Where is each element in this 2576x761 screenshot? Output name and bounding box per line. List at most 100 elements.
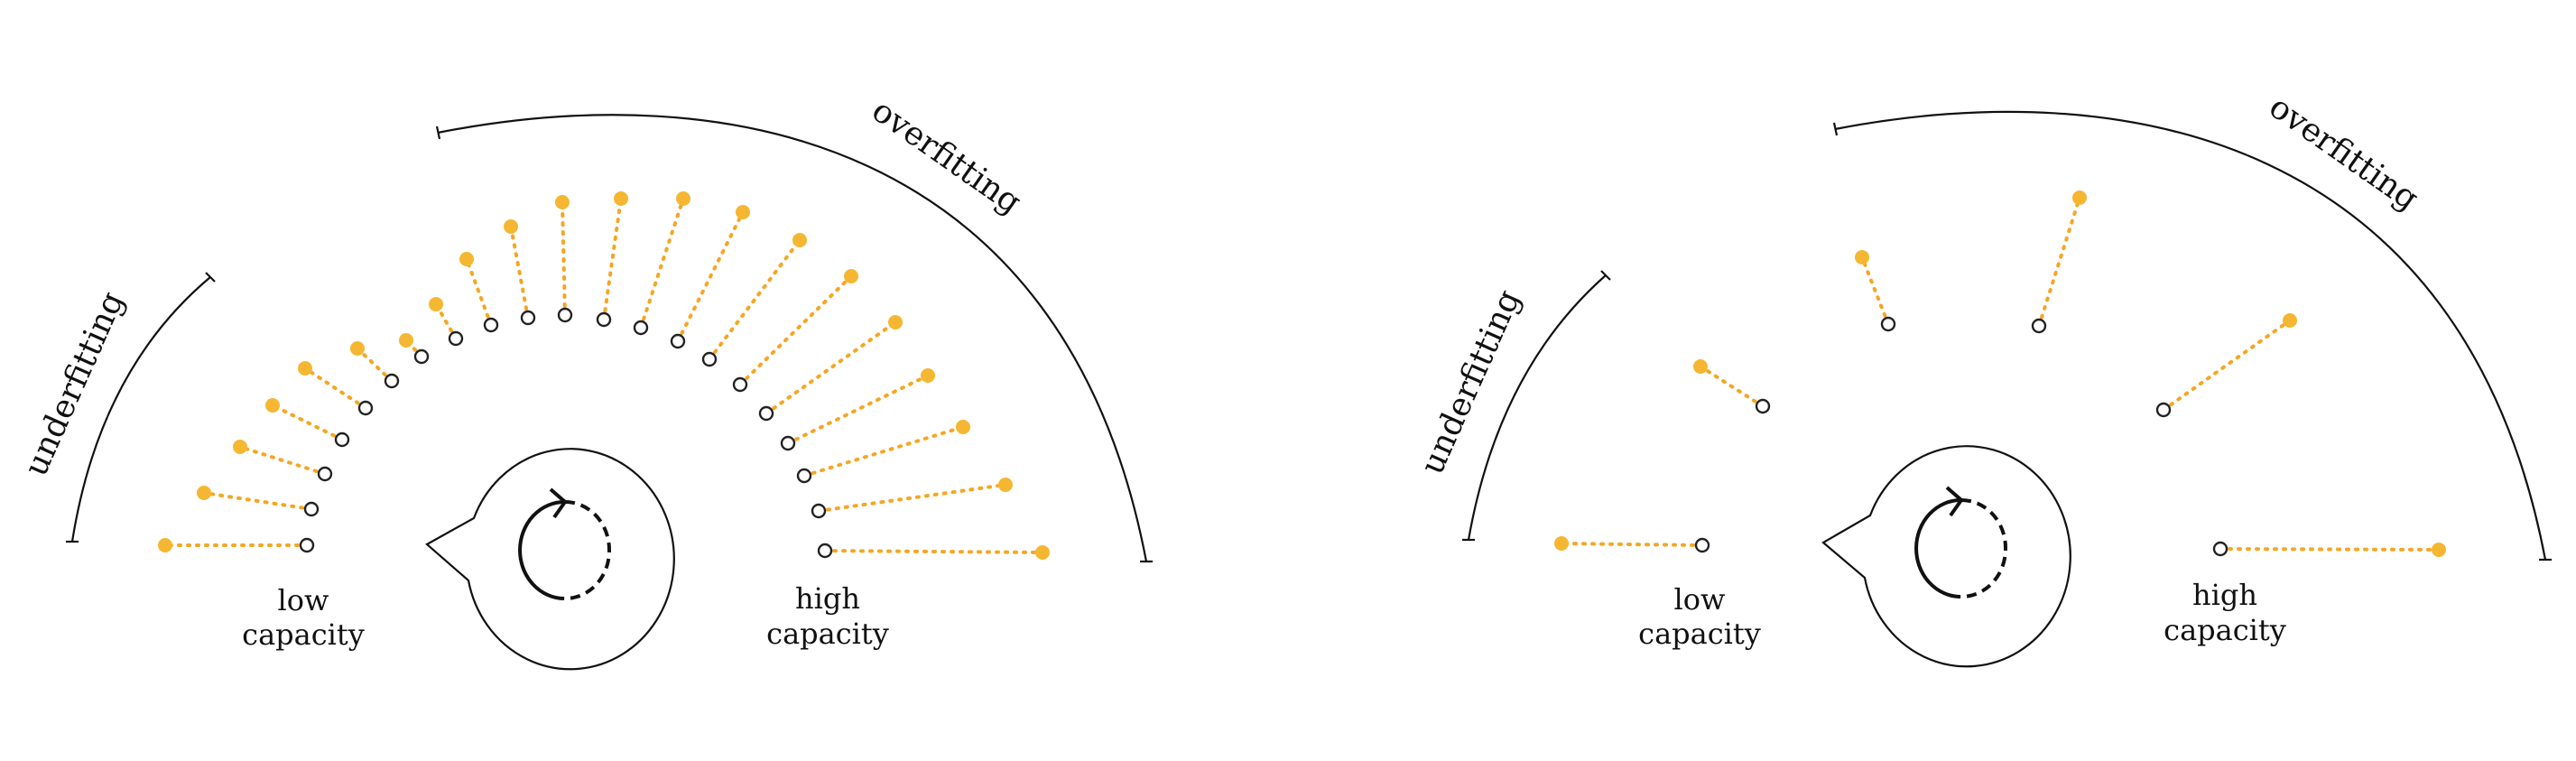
left-model-19-connector xyxy=(802,425,965,478)
left-model-18-connector xyxy=(786,374,930,445)
left-model-20-prediction-dot xyxy=(998,478,1013,492)
left-model-16-connector xyxy=(738,274,853,386)
left-model-19 xyxy=(796,420,970,484)
left-model-11-target-circle xyxy=(557,307,573,323)
left-low-capacity-label-line1: low xyxy=(278,583,329,617)
left-model-7-target-circle xyxy=(413,348,430,365)
left-model-18-target-circle xyxy=(780,435,796,451)
left-high-capacity-label-line2: capacity xyxy=(766,617,889,651)
left-underfitting-arc xyxy=(70,276,211,543)
right-model-6 xyxy=(2212,541,2446,557)
left-model-5 xyxy=(298,361,374,416)
left-model-15-connector xyxy=(708,238,802,361)
left-model-2-connector xyxy=(202,491,313,511)
right-overfitting-arc xyxy=(1834,110,2547,561)
right-model-5-target-circle xyxy=(2155,402,2172,418)
left-model-3-prediction-dot xyxy=(233,440,247,454)
left-model-14-target-circle xyxy=(670,333,686,349)
left-model-9-prediction-dot xyxy=(459,252,474,266)
left-model-12-target-circle xyxy=(596,311,612,328)
left-model-20-connector xyxy=(817,483,1007,513)
right-overfitting-label: overfitting xyxy=(2263,88,2425,218)
left-model-12 xyxy=(596,191,628,328)
left-model-9-target-circle xyxy=(483,317,499,333)
left-model-3-target-circle xyxy=(317,466,333,482)
left-underfitting-label: underfitting xyxy=(17,286,131,481)
left-model-17-prediction-dot xyxy=(888,315,903,329)
left-model-5-connector xyxy=(303,367,367,410)
left-model-18-prediction-dot xyxy=(921,368,935,383)
left-overfitting-arc-cap-top xyxy=(435,125,441,140)
right-model-6-connector xyxy=(2219,547,2441,552)
left-model-16-target-circle xyxy=(732,376,748,393)
left-model-21 xyxy=(817,543,1050,560)
left-model-15-target-circle xyxy=(701,351,718,367)
left-model-11-connector xyxy=(561,200,567,317)
left-model-11-prediction-dot xyxy=(555,195,570,209)
left-model-12-connector xyxy=(602,197,623,321)
right-model-2-connector xyxy=(1699,365,1765,408)
left-model-1-prediction-dot xyxy=(158,538,172,552)
left-model-6-target-circle xyxy=(384,373,400,389)
left-model-6-prediction-dot xyxy=(350,341,365,356)
right-model-2-prediction-dot xyxy=(1693,359,1708,374)
right-underfitting-arc-cap-top xyxy=(1600,270,1611,281)
right-model-6-target-circle xyxy=(2212,541,2229,557)
left-low-capacity-label-line2: capacity xyxy=(242,617,365,652)
left-model-1 xyxy=(158,537,315,553)
right-model-3-target-circle xyxy=(1880,316,1896,332)
left-overfitting-label: overfitting xyxy=(866,92,1028,221)
right-model-6-prediction-dot xyxy=(2432,543,2446,557)
left-model-5-prediction-dot xyxy=(298,361,312,376)
right-model-1-target-circle xyxy=(1694,537,1710,553)
left-model-8-target-circle xyxy=(448,330,464,347)
left-underfitting-arc-cap-top xyxy=(205,272,216,283)
left-model-19-prediction-dot xyxy=(956,420,970,434)
left-model-7-prediction-dot xyxy=(399,333,413,348)
left-model-14 xyxy=(670,205,750,349)
left-model-9 xyxy=(459,252,499,333)
left-model-9-connector xyxy=(465,257,493,327)
right-low-capacity-label-line2: capacity xyxy=(1638,617,1761,651)
left-model-3-connector xyxy=(238,445,327,476)
left-model-2 xyxy=(197,486,320,517)
right-model-1-prediction-dot xyxy=(1554,536,1569,551)
left-model-2-prediction-dot xyxy=(197,486,211,500)
left-model-20 xyxy=(811,478,1013,519)
left-overfitting-arc xyxy=(437,114,1148,562)
left-model-17-target-circle xyxy=(758,405,774,422)
left-model-14-connector xyxy=(676,210,745,343)
right-overfitting-arc-cap-top xyxy=(1832,122,1839,136)
left-model-11 xyxy=(555,195,573,323)
left-model-17-connector xyxy=(764,320,897,415)
left-model-16 xyxy=(732,269,858,393)
left-model-3 xyxy=(233,440,333,482)
left-model-4-prediction-dot xyxy=(265,398,280,413)
right-model-1 xyxy=(1554,536,1710,553)
left-model-21-connector xyxy=(823,549,1044,554)
right-model-2 xyxy=(1693,359,1771,414)
right-model-3-prediction-dot xyxy=(1855,250,1869,264)
right-speech-bubble xyxy=(1821,445,2071,668)
left-model-points xyxy=(158,191,1050,560)
right-model-4-target-circle xyxy=(2031,318,2047,334)
right-model-4-prediction-dot xyxy=(2072,190,2087,205)
right-model-4-connector xyxy=(2037,196,2081,328)
left-model-13-target-circle xyxy=(633,320,649,336)
right-panel: underfitting overfitting low capacity hi… xyxy=(1413,88,2552,668)
left-model-18 xyxy=(780,368,935,451)
left-model-15-prediction-dot xyxy=(792,233,807,247)
left-model-6 xyxy=(350,341,400,389)
right-model-3-connector xyxy=(1860,255,1890,326)
left-model-12-prediction-dot xyxy=(614,191,628,206)
left-model-21-prediction-dot xyxy=(1035,545,1050,560)
left-model-8 xyxy=(429,297,464,347)
left-speech-bubble xyxy=(425,448,675,671)
left-model-10-prediction-dot xyxy=(504,219,518,234)
left-model-5-target-circle xyxy=(357,400,374,416)
right-model-1-connector xyxy=(1560,542,1704,547)
left-model-6-connector xyxy=(356,347,394,383)
left-model-8-prediction-dot xyxy=(429,297,443,311)
